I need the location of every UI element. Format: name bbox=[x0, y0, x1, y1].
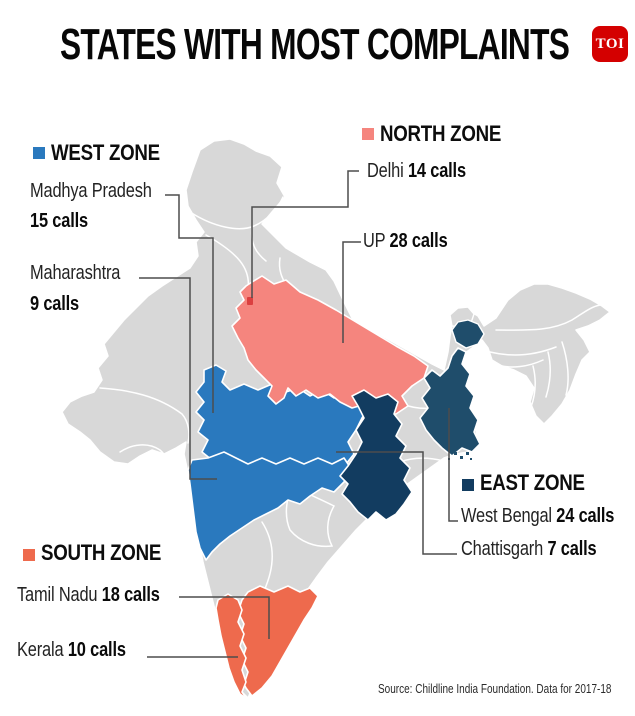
west-zone-swatch bbox=[33, 147, 45, 159]
toi-logo-text: TOI bbox=[595, 35, 625, 52]
page-title: STATES WITH MOST COMPLAINTS bbox=[60, 20, 570, 69]
east-zone-label: EAST ZONE bbox=[480, 470, 585, 495]
connector-madhya-pradesh bbox=[165, 194, 214, 413]
connector-west-bengal bbox=[448, 408, 458, 522]
connector-lines bbox=[139, 170, 458, 658]
north-zone-swatch bbox=[362, 128, 374, 140]
state-uttar-pradesh bbox=[231, 275, 429, 415]
state-maharashtra bbox=[187, 451, 353, 561]
label-west-bengal: West Bengal 24 calls bbox=[461, 505, 615, 527]
label-maharashtra: Maharashtra bbox=[30, 262, 121, 284]
connector-maharashtra bbox=[139, 277, 217, 480]
south-zone-swatch bbox=[23, 549, 35, 561]
label-chattisgarh: Chattisgarh 7 calls bbox=[461, 538, 597, 560]
label-madhya-pradesh: Madhya Pradesh bbox=[30, 180, 152, 202]
connector-chattisgarh bbox=[336, 451, 457, 555]
toi-logo: TOI bbox=[592, 26, 628, 62]
east-zone-swatch bbox=[462, 479, 474, 491]
state-west-bengal-north bbox=[451, 319, 485, 349]
state-kerala bbox=[215, 593, 248, 700]
label-madhya-pradesh-calls: 15 calls bbox=[30, 210, 88, 232]
west-zone-label: WEST ZONE bbox=[51, 140, 160, 165]
state-west-bengal bbox=[419, 347, 481, 457]
delhi-marker bbox=[247, 297, 253, 305]
state-madhya-pradesh bbox=[195, 364, 371, 469]
label-delhi: Delhi 14 calls bbox=[367, 160, 466, 182]
connector-delhi bbox=[251, 170, 359, 298]
label-kerala: Kerala 10 calls bbox=[17, 639, 126, 661]
label-tamil-nadu: Tamil Nadu 18 calls bbox=[17, 584, 160, 606]
source-note: Source: Childline India Foundation. Data… bbox=[378, 682, 612, 696]
state-tamil-nadu bbox=[237, 585, 319, 697]
connector-up bbox=[342, 241, 361, 343]
north-zone-label: NORTH ZONE bbox=[380, 121, 502, 146]
south-zone-label: SOUTH ZONE bbox=[41, 540, 162, 565]
connector-tamil-nadu bbox=[179, 596, 270, 639]
label-up: UP 28 calls bbox=[363, 230, 448, 252]
label-maharashtra-calls: 9 calls bbox=[30, 293, 80, 315]
